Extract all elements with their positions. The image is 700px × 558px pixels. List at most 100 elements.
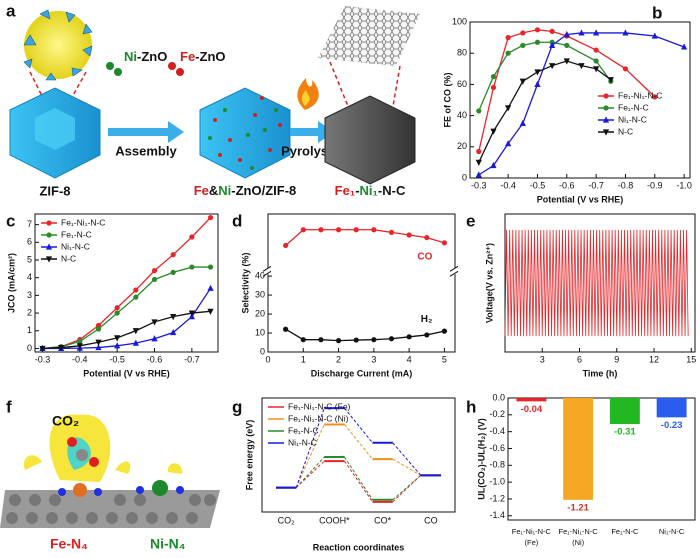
data-point: [519, 119, 526, 126]
data-point: [549, 41, 556, 48]
x-axis-label: Discharge Current (mA): [311, 368, 413, 378]
x-tick-label: Fe₁-Ni₁-N-C: [512, 527, 552, 536]
label: Ni-ZnO: [124, 49, 167, 64]
y-tick-label: -1.2: [489, 493, 505, 503]
label: &: [209, 183, 218, 198]
data-point: [114, 305, 120, 311]
series-label: H₂: [421, 314, 433, 325]
data-point: [318, 227, 324, 233]
y-tick-label: -1.4: [489, 510, 505, 520]
series-line: [42, 266, 211, 350]
data-point: [151, 276, 158, 283]
o-atom: [89, 457, 99, 467]
axis-break-gap: [264, 268, 272, 275]
label: Fe: [194, 183, 209, 198]
value-label: -0.31: [614, 427, 636, 438]
data-point: [318, 337, 324, 343]
data-point: [95, 326, 102, 332]
y-tick-label: -0.2: [489, 409, 505, 419]
data-point: [534, 80, 541, 87]
cage-sphere: [24, 11, 92, 79]
data-point: [593, 66, 600, 73]
y-tick-label: 0: [462, 172, 467, 182]
series-line: [42, 287, 212, 350]
x-tick-label: -0.4: [500, 180, 516, 190]
series-line: [478, 41, 612, 112]
data-point: [335, 338, 342, 344]
x-tick-label: 9: [614, 354, 619, 364]
flame-core: [302, 90, 310, 106]
x-tick-label: -0.7: [184, 354, 200, 364]
y-tick-label: 5: [27, 254, 32, 264]
y-tick-label: 60: [457, 79, 467, 89]
axis-break: [262, 265, 272, 277]
x-tick-label: (Fe): [525, 538, 539, 547]
x-tick-label: 2: [336, 354, 341, 364]
x-tick-label: 12: [649, 354, 659, 364]
bar: [563, 398, 594, 500]
legend-label: Fe₁-Ni₁-N-C: [61, 217, 105, 227]
data-point: [151, 335, 158, 342]
label: -: [355, 183, 359, 198]
data-point: [564, 42, 570, 49]
connector: [344, 460, 373, 503]
value-label: -1.21: [567, 502, 589, 513]
data-point: [95, 343, 102, 351]
connector: [295, 456, 325, 488]
data-point: [441, 328, 448, 334]
label: Pyrolysis: [281, 143, 339, 158]
series-label: CO: [417, 251, 432, 262]
data-point: [519, 78, 526, 85]
series-line: [478, 29, 656, 152]
label: Ni: [218, 183, 231, 198]
product-crystal: [324, 95, 416, 185]
data-point: [58, 344, 65, 352]
x-tick-label: 4: [407, 354, 412, 364]
data-point: [578, 29, 585, 36]
y-tick-label: 0: [27, 343, 32, 353]
y-tick-label: -1.0: [489, 477, 505, 487]
y-axis-label: UL(CO₂)-UL(H₂) (V): [476, 418, 486, 499]
data-point: [549, 63, 556, 70]
x-tick-label: Fe₁-Ni₁-N-C: [559, 527, 599, 536]
data-point: [300, 337, 306, 343]
intermediate-crystal: [199, 87, 291, 179]
label: Ni: [124, 49, 137, 64]
x-tick-label: 6: [577, 354, 582, 364]
data-point: [406, 334, 412, 340]
data-point: [505, 35, 511, 41]
y-axis-label: Free energy (eV): [244, 420, 254, 491]
label: -ZnO: [195, 49, 225, 64]
y-tick-label: 100: [452, 16, 467, 26]
x-tick-label: 3: [371, 354, 376, 364]
legend-marker: [46, 220, 52, 226]
x-tick-label: (Ni): [572, 538, 585, 547]
data-point: [424, 332, 430, 338]
data-point: [170, 314, 177, 321]
data-point: [490, 74, 497, 80]
y-tick-label: 2: [27, 307, 32, 317]
y-tick-label: -0.8: [489, 460, 505, 470]
legend-label: Ni₁-N-C: [288, 437, 317, 447]
data-point: [371, 337, 377, 343]
data-point: [151, 319, 158, 326]
y-tick-label: 80: [457, 48, 467, 58]
panel-label: b: [652, 3, 662, 22]
data-point: [207, 214, 214, 221]
data-point: [563, 30, 570, 38]
dot: [176, 68, 184, 76]
data-point: [520, 42, 526, 49]
data-point: [189, 264, 195, 270]
data-point: [151, 268, 158, 274]
data-point: [490, 84, 497, 91]
connector: [392, 458, 421, 476]
data-point: [505, 50, 511, 56]
data-point: [490, 128, 497, 135]
arrow: [290, 121, 334, 143]
label: -ZnO: [137, 49, 167, 64]
graphene-lattice: [318, 6, 420, 66]
data-point: [563, 58, 570, 65]
label: Ni-N₄: [150, 536, 185, 552]
label: Fe: [180, 49, 195, 64]
